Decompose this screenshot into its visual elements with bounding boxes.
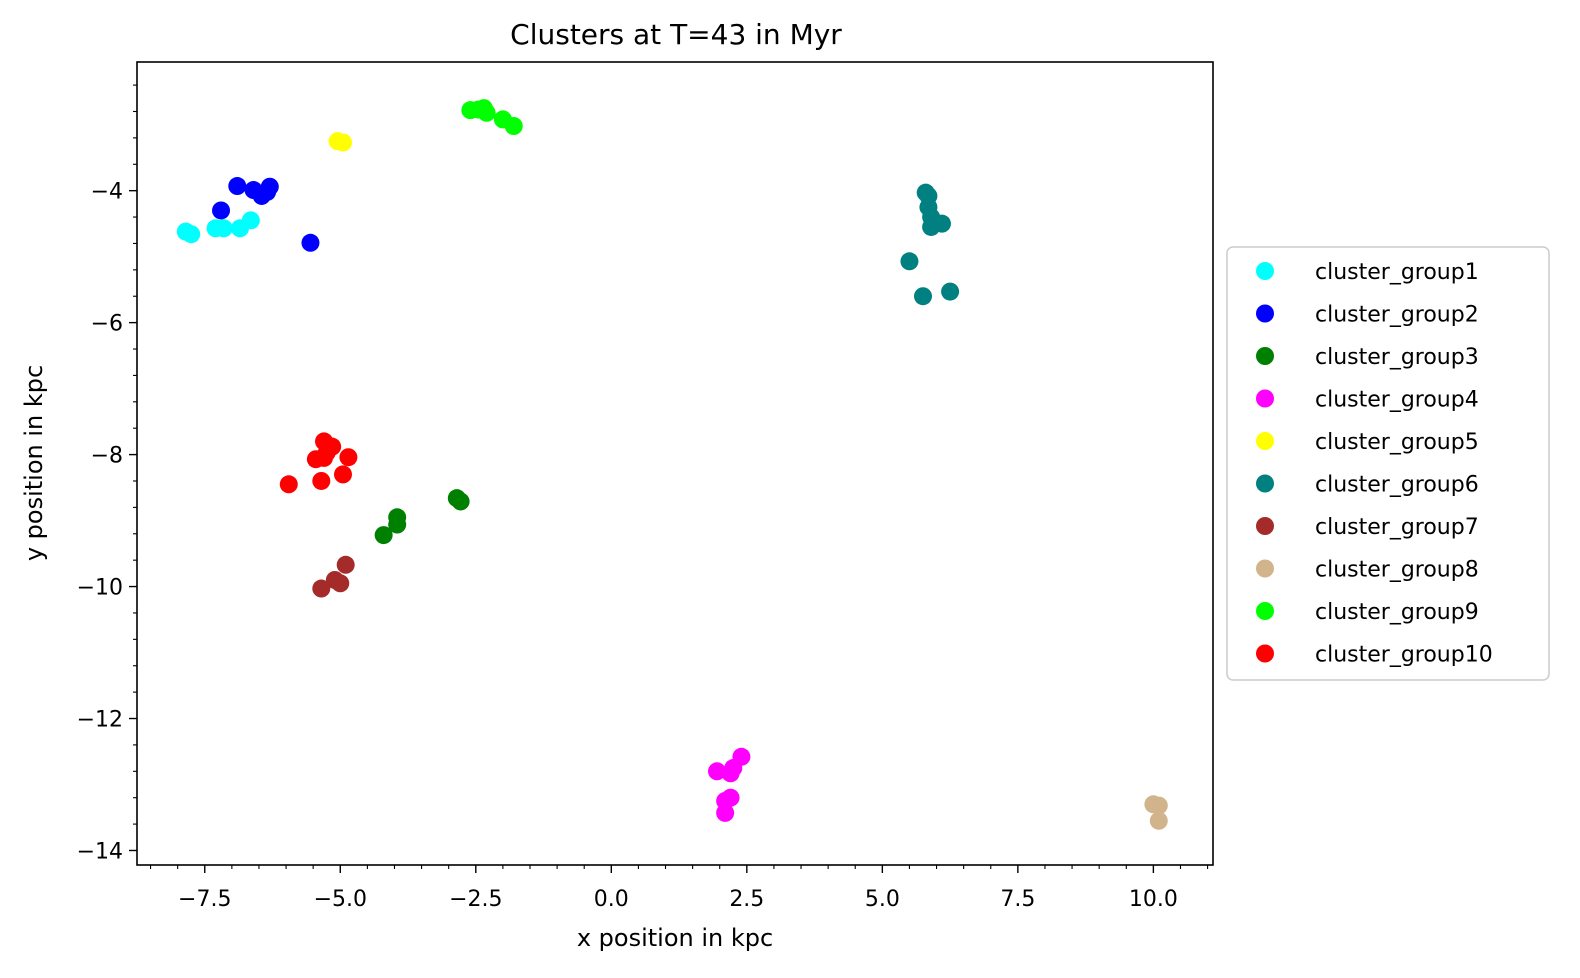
data-point (279, 475, 298, 494)
legend-marker (1256, 644, 1274, 663)
series-cluster_group3 (374, 489, 470, 545)
data-point (182, 225, 201, 244)
series-cluster_group9 (461, 99, 523, 136)
data-point (941, 282, 960, 301)
legend-label: cluster_group5 (1315, 430, 1479, 455)
data-point (708, 762, 727, 781)
data-point (228, 177, 247, 196)
series-cluster_group6 (900, 183, 960, 306)
plot-area (136, 61, 1214, 866)
series-cluster_group2 (212, 177, 320, 252)
y-tick-label: −12 (77, 708, 123, 733)
series-cluster_group4 (708, 747, 751, 822)
data-point (317, 443, 336, 462)
legend-marker (1256, 432, 1274, 450)
y-tick-label: −8 (91, 444, 123, 469)
x-tick-label: 10.0 (1129, 887, 1178, 912)
legend-label: cluster_group1 (1315, 260, 1479, 285)
y-tick-label: −10 (77, 576, 123, 601)
legend-label: cluster_group3 (1315, 345, 1479, 370)
legend-marker (1256, 602, 1274, 620)
data-point (900, 252, 919, 271)
legend-box (1226, 246, 1550, 681)
x-axis-label: x position in kpc (577, 924, 773, 952)
data-point (331, 574, 350, 593)
data-point (214, 219, 233, 238)
legend-label: cluster_group6 (1315, 473, 1479, 498)
legend-marker (1256, 474, 1274, 493)
data-point (504, 117, 523, 136)
data-point (260, 177, 279, 196)
legend-marker (1256, 389, 1274, 408)
series-cluster_group7 (312, 555, 355, 598)
legend-marker (1256, 304, 1274, 323)
x-tick-label: 7.5 (1000, 887, 1035, 912)
data-point (721, 788, 740, 807)
y-axis: −14 −12 −10 −8 −6 −4 (77, 84, 137, 864)
legend-label: cluster_group10 (1315, 643, 1493, 668)
x-tick-label: −5.0 (314, 887, 367, 912)
x-tick-label: 2.5 (729, 887, 764, 912)
series-cluster_group5 (328, 132, 352, 152)
data-point (388, 515, 407, 534)
data-point (212, 201, 231, 220)
series-cluster_group10 (279, 432, 358, 494)
y-tick-label: −4 (91, 180, 123, 205)
data-point (241, 211, 260, 230)
data-point (1149, 811, 1168, 830)
legend-marker (1256, 262, 1274, 280)
legend-label: cluster_group2 (1315, 303, 1479, 328)
legend: cluster_group1 cluster_group2 cluster_grou… (1226, 246, 1550, 681)
data-point (312, 471, 331, 490)
data-point (333, 465, 352, 484)
legend-label: cluster_group4 (1315, 388, 1479, 413)
data-points (176, 99, 1168, 830)
x-tick-label: −2.5 (449, 887, 502, 912)
data-point (339, 448, 358, 467)
series-cluster_group8 (1144, 795, 1168, 830)
chart-title: Clusters at T=43 in Myr (510, 18, 842, 51)
legend-label: cluster_group8 (1315, 558, 1479, 583)
data-point (732, 747, 751, 766)
legend-label: cluster_group7 (1315, 515, 1479, 540)
data-point (333, 133, 352, 152)
y-tick-label: −6 (91, 312, 123, 337)
data-point (451, 492, 470, 511)
series-cluster_group1 (176, 211, 260, 244)
data-point (932, 214, 951, 233)
data-point (1149, 796, 1168, 815)
legend-marker (1256, 517, 1274, 535)
legend-label: cluster_group9 (1315, 600, 1479, 625)
x-tick-label: 0.0 (594, 887, 629, 912)
data-point (374, 526, 393, 545)
data-point (477, 103, 496, 122)
y-tick-label: −14 (77, 839, 123, 864)
y-axis-label: y position in kpc (20, 365, 48, 561)
data-point (336, 555, 355, 574)
legend-marker (1256, 347, 1274, 365)
x-tick-label: 5.0 (865, 887, 900, 912)
data-point (716, 803, 735, 822)
x-axis: −7.5 −5.0 −2.5 0.0 2.5 5.0 7.5 10.0 (150, 865, 1209, 912)
data-point (312, 579, 331, 598)
x-tick-label: −7.5 (178, 887, 231, 912)
data-point (301, 233, 320, 252)
data-point (913, 287, 932, 306)
legend-marker (1256, 559, 1274, 578)
